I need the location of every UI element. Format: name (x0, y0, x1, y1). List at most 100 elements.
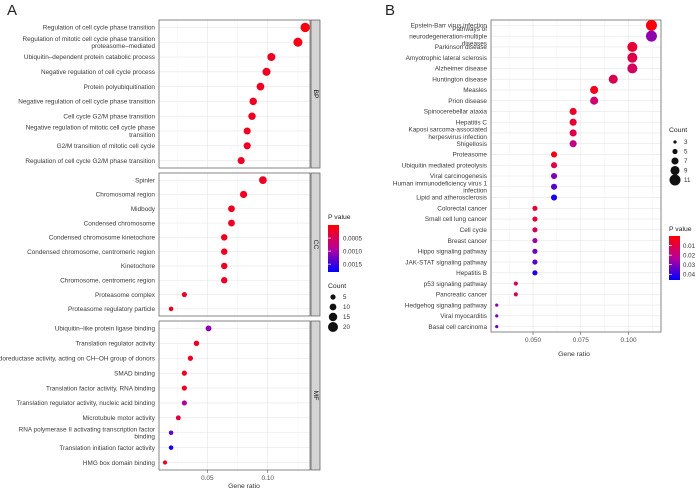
data-point (175, 415, 181, 421)
data-point (550, 172, 558, 180)
term-label: Cell cycle G2/M phase transition (63, 113, 155, 120)
term-label: Viral carcinogenesis (430, 173, 487, 180)
label-line: Condensed chromosome, centromeric region (27, 249, 155, 256)
label-line: Chromosome, centromeric region (60, 277, 155, 284)
term-label: Ubiquitin mediated proteolysis (402, 162, 487, 169)
term-label: Basal cell carcinoma (428, 324, 487, 331)
term-label: Hepatitis C (456, 119, 488, 126)
data-point (569, 140, 577, 148)
term-label: Spinler (135, 177, 156, 184)
label-line: Hedgehog signaling pathway (405, 302, 488, 309)
legend-count-label: 10 (343, 304, 350, 311)
label-line: Negative regulation of cell cycle proces… (41, 69, 155, 76)
term-label: JAK-STAT signaling pathway (405, 259, 487, 266)
data-point (249, 97, 257, 106)
label-line: Translation regulator activity (75, 341, 155, 348)
term-label: Prion disease (448, 98, 487, 105)
term-label: Epstein-Barr virus infection (411, 23, 488, 30)
facet-strip (310, 320, 321, 471)
label-line: Cell cycle (460, 227, 488, 234)
data-point (181, 400, 187, 406)
legend-count-label: 5 (343, 294, 347, 301)
data-point (220, 248, 228, 255)
data-point (205, 325, 212, 332)
label-line: Measles (463, 87, 487, 94)
term-label: Hippo signaling pathway (418, 249, 488, 256)
term-label: Oxidoreductase activity, acting on CH–OH… (0, 355, 155, 362)
term-label: Negative regulation of cell cycle phase … (18, 99, 155, 106)
label-line: infection (463, 188, 487, 195)
data-point (181, 370, 187, 376)
legend-count-label: 7 (684, 158, 688, 165)
legend-count-label: 5 (684, 149, 688, 156)
data-point (590, 96, 599, 105)
term-label: Breast cancer (448, 238, 488, 245)
term-label: Pancreatic cancer (436, 292, 488, 299)
label-line: Hippo signaling pathway (418, 249, 488, 256)
label-line: Alzheimer disease (435, 66, 488, 73)
term-label: p53 signaling pathway (424, 281, 488, 288)
label-line: Lipid and atherosclerosis (416, 195, 487, 202)
term-label: Microtubule motor activity (83, 415, 156, 422)
facet-strip-label: MF (312, 391, 319, 401)
legend-count-title: Count (669, 127, 687, 134)
panel-letter-a: A (7, 2, 17, 19)
term-label: Negative regulation of cell cycle proces… (41, 69, 155, 76)
term-label: Small cell lung cancer (425, 216, 488, 223)
legend-count-dot (329, 303, 337, 311)
data-point (237, 157, 245, 165)
label-line: Condensed chromosome (84, 220, 156, 227)
legend-count-label: 20 (343, 324, 350, 331)
label-line: Negative regulation of mitotic cell cycl… (26, 125, 156, 132)
term-label: Colorectal cancer (437, 205, 488, 212)
x-tick-label: 0.100 (621, 337, 637, 344)
data-point (193, 340, 200, 347)
label-line: Chromosomal region (96, 192, 156, 199)
label-line: Small cell lung cancer (425, 216, 488, 223)
label-line: Ubiquitin–like protein ligase binding (55, 326, 156, 333)
legend-pvalue-tick: 0.0010 (343, 248, 362, 255)
label-line: Midbody (131, 206, 156, 213)
label-line: p53 signaling pathway (424, 281, 488, 288)
chart-panel-a: Regulation of cell cycle phase transitio… (0, 19, 321, 482)
term-label: Lipid and atherosclerosis (416, 195, 487, 202)
data-point (267, 52, 276, 62)
label-line: SMAD binding (114, 370, 155, 377)
x-tick-label: 0.05 (201, 475, 214, 482)
data-point (495, 325, 499, 329)
legend-pvalue-title: P value (328, 214, 351, 221)
term-label: Regulation of cell cycle G2/M phase tran… (25, 158, 155, 165)
facet-bp: Regulation of cell cycle phase transitio… (18, 19, 321, 169)
legend-pvalue-colorbar (669, 236, 680, 280)
data-point (569, 107, 577, 115)
label-line: Epstein-Barr virus infection (411, 23, 488, 30)
legend-pvalue-title: P value (669, 226, 692, 233)
legend-count-label: 3 (684, 139, 688, 146)
label-line: Translation regulator activity, nucleic … (16, 400, 155, 407)
label-line: proteasome–mediated (91, 43, 155, 50)
label-line: Viral myocarditis (440, 313, 487, 320)
plot-frame (490, 19, 662, 333)
term-label: Amyotrophic lateral sclerosis (406, 55, 487, 62)
label-line: Kinetochore (121, 263, 156, 270)
legend-count-title: Count (328, 283, 346, 290)
legend-count-label: 15 (343, 314, 350, 321)
term-label: Hepatitis B (456, 270, 487, 277)
data-point (228, 205, 235, 213)
legend-pvalue-tick: 0.03 (683, 262, 696, 269)
term-label: Hedgehog signaling pathway (405, 302, 488, 309)
x-tick-label: 0.10 (261, 475, 274, 482)
data-point (627, 63, 638, 74)
data-point (187, 355, 194, 361)
data-point (550, 183, 558, 190)
data-point (569, 118, 577, 126)
legend-count-dot (330, 294, 336, 300)
term-label: Proteasome complex (95, 292, 156, 299)
data-point (495, 303, 499, 307)
facet-strip (310, 19, 321, 169)
label-line: Basal cell carcinoma (428, 324, 487, 331)
label-line: herpesvirus infection (428, 134, 487, 141)
data-point (181, 291, 187, 298)
label-line: Human immunodeficiency virus 1 (393, 180, 488, 187)
legend-pvalue-a: P value 0.0005 0.0010 0.0015 (328, 214, 362, 272)
